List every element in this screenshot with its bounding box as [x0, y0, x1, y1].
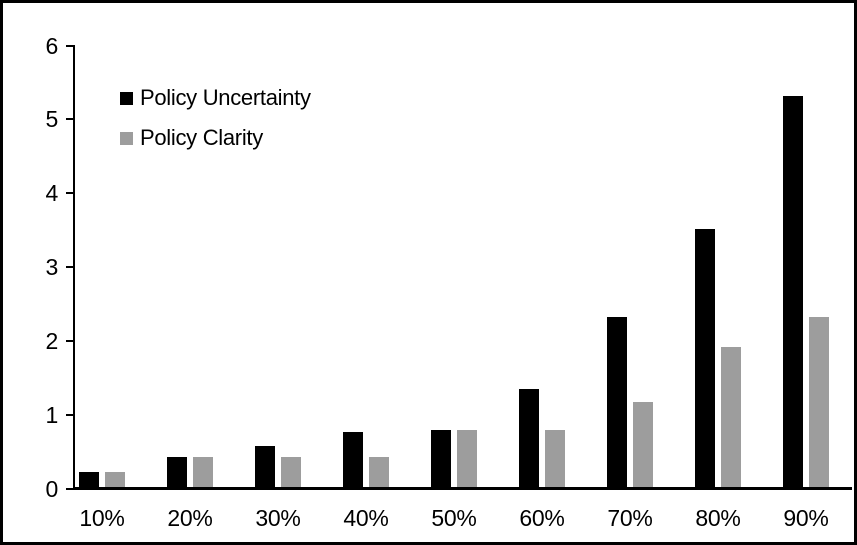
y-tick-label: 6	[45, 32, 59, 59]
legend-swatch-policy-uncertainty-icon	[120, 91, 133, 105]
legend-label-policy-uncertainty: Policy Uncertainty	[140, 85, 311, 110]
y-tick-label: 1	[45, 401, 59, 428]
bar-policy-uncertainty	[695, 229, 715, 487]
y-tick	[66, 192, 75, 195]
x-category-label: 80%	[695, 505, 741, 531]
bar-policy-uncertainty	[431, 430, 451, 487]
bar-policy-clarity	[281, 457, 301, 487]
bar-policy-clarity	[369, 457, 389, 487]
x-axis	[73, 487, 852, 490]
legend-label-policy-clarity: Policy Clarity	[140, 125, 263, 150]
legend: Policy Uncertainty Policy Clarity	[120, 85, 311, 151]
bar-policy-uncertainty	[255, 446, 275, 487]
bar-policy-clarity	[545, 430, 565, 487]
y-tick	[66, 339, 75, 342]
x-category-label: 40%	[343, 505, 389, 531]
x-category-label: 60%	[519, 505, 565, 531]
bar-policy-uncertainty	[79, 472, 99, 487]
y-tick	[66, 44, 75, 47]
y-tick-label: 5	[45, 106, 59, 133]
y-tick	[66, 266, 75, 268]
x-category-label: 20%	[167, 505, 213, 531]
y-tick-label: 0	[45, 475, 59, 502]
x-category-label: 10%	[79, 505, 125, 531]
bar-policy-uncertainty	[167, 457, 187, 487]
y-tick	[66, 487, 75, 490]
bar-policy-uncertainty	[607, 317, 627, 487]
y-tick	[66, 413, 75, 416]
y-tick	[66, 118, 75, 121]
bar-policy-clarity	[633, 402, 653, 487]
bar-policy-clarity	[721, 347, 741, 487]
x-category-label: 70%	[607, 505, 653, 531]
legend-item-policy-uncertainty: Policy Uncertainty	[120, 85, 311, 111]
legend-item-policy-clarity: Policy Clarity	[120, 125, 311, 151]
x-category-label: 50%	[431, 505, 477, 531]
y-tick-label: 2	[45, 327, 59, 354]
y-tick-label: 3	[45, 254, 59, 280]
bar-policy-uncertainty	[343, 432, 363, 487]
bar-policy-clarity	[193, 457, 213, 487]
bar-policy-clarity	[809, 317, 829, 487]
bar-policy-clarity	[457, 430, 477, 487]
y-tick-label: 4	[45, 180, 59, 207]
plot-area: 0 1 2 3 4 5 6 10% 20% 30% 40% 50% 60% 70% 80% 90% Poli…	[3, 3, 854, 542]
x-category-label: 90%	[783, 505, 829, 531]
x-category-label: 30%	[255, 505, 301, 531]
bar-policy-clarity	[105, 472, 125, 487]
bar-policy-uncertainty	[783, 96, 803, 487]
legend-swatch-policy-clarity-icon	[120, 131, 133, 145]
bar-policy-uncertainty	[519, 389, 539, 487]
